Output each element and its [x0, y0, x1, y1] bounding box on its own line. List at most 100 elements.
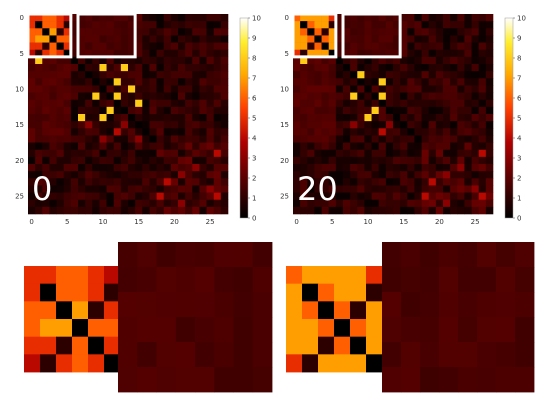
heatmap-cell [371, 85, 380, 93]
heatmap-cell [478, 149, 487, 158]
heatmap-cell [435, 156, 444, 165]
heatmap-cell [457, 185, 465, 193]
heatmap-cell [414, 164, 422, 172]
heatmap-cell [56, 21, 65, 29]
heatmap-cell [464, 171, 472, 179]
heatmap-cell [343, 192, 351, 201]
zoom-cell [104, 336, 121, 355]
heatmap-cell [478, 178, 487, 186]
x-tick-label: 15 [134, 218, 143, 226]
heatmap-cell [163, 42, 172, 51]
heatmap-cell [35, 199, 43, 208]
heatmap-cell [293, 149, 301, 158]
heatmap-cell [106, 106, 115, 115]
heatmap-cell [156, 149, 165, 158]
heatmap-cell [450, 71, 458, 79]
heatmap-cell [28, 199, 36, 208]
heatmap-cell [192, 56, 200, 65]
heatmap-cell [92, 21, 100, 29]
heatmap-cell [106, 199, 115, 208]
heatmap-cell [113, 64, 122, 72]
heatmap-cell [192, 192, 200, 201]
zoom-cell [318, 266, 335, 285]
heatmap-cell [421, 149, 430, 158]
heatmap-cell [185, 64, 193, 72]
heatmap-cell [321, 185, 330, 193]
heatmap-cell [428, 156, 437, 165]
heatmap-cell [70, 114, 79, 122]
heatmap-cell [328, 14, 337, 22]
heatmap-cell [35, 71, 43, 79]
heatmap-cell [443, 49, 451, 58]
heatmap-cell [371, 142, 380, 151]
heatmap-cell [378, 185, 387, 193]
heatmap-cell [421, 121, 430, 129]
heatmap-cell [321, 128, 330, 136]
heatmap-cell [199, 199, 207, 208]
zoom-cell [334, 354, 351, 373]
heatmap-cell [343, 99, 351, 108]
heatmap-cell [435, 71, 444, 79]
heatmap-cell [185, 14, 193, 22]
heatmap-cell [163, 135, 172, 143]
heatmap-cell [56, 164, 65, 172]
heatmap-cell [293, 206, 301, 215]
heatmap-cell [450, 14, 458, 22]
y-tick-label: 10 [15, 86, 24, 94]
zoom-cell [233, 292, 254, 318]
heatmap-cell [206, 206, 215, 215]
zoom-cell [214, 367, 234, 393]
heatmap-cell [471, 71, 480, 79]
heatmap-cell [428, 114, 437, 122]
heatmap-cell [185, 164, 193, 172]
heatmap-cell [371, 49, 380, 58]
zoom-cell [104, 354, 121, 373]
heatmap-cell [371, 99, 380, 108]
heatmap-cell [357, 85, 365, 93]
zoom-cell [88, 319, 105, 338]
heatmap-cell [28, 164, 36, 172]
heatmap-cell [443, 185, 451, 193]
heatmap-cell [414, 192, 422, 201]
heatmap-cell [314, 199, 322, 208]
heatmap-cell [435, 164, 444, 172]
colorbar-tick-label: 10 [517, 15, 526, 23]
heatmap-cell [293, 199, 301, 208]
heatmap-cell [314, 49, 322, 58]
zoom-cell [401, 342, 421, 368]
heatmap-cell [128, 206, 136, 215]
heatmap-cell [478, 128, 487, 136]
heatmap-cell [213, 28, 222, 36]
heatmap-cell [106, 156, 115, 165]
heatmap-cell [70, 171, 79, 179]
heatmap-cell [128, 56, 136, 65]
heatmap-cell [293, 114, 301, 122]
heatmap-cell [314, 106, 322, 115]
zoom-cell [458, 292, 478, 318]
heatmap-cell [220, 114, 229, 122]
heatmap-cell [113, 92, 122, 101]
heatmap-cell [63, 35, 72, 43]
heatmap-cell [485, 35, 494, 43]
heatmap-cell [328, 42, 337, 51]
zoom-cell [458, 342, 478, 368]
heatmap-cell [378, 14, 387, 22]
zoom-cell [515, 242, 535, 268]
heatmap-cell [393, 21, 401, 29]
heatmap-cell [178, 14, 186, 22]
heatmap-cell [293, 121, 301, 129]
heatmap-cell [163, 149, 172, 158]
heatmap-cell [106, 35, 115, 43]
heatmap-cell [335, 71, 344, 79]
heatmap-cell [78, 85, 86, 93]
heatmap-cell [400, 149, 408, 158]
zoom-cell [420, 342, 440, 368]
heatmap-cell [213, 178, 222, 186]
heatmap-cell [335, 156, 344, 165]
heatmap-cell [135, 56, 143, 65]
heatmap-cell [149, 121, 157, 129]
heatmap-cell [149, 164, 157, 172]
heatmap-cell [49, 192, 57, 201]
heatmap-cell [485, 114, 494, 122]
heatmap-cell [192, 35, 200, 43]
